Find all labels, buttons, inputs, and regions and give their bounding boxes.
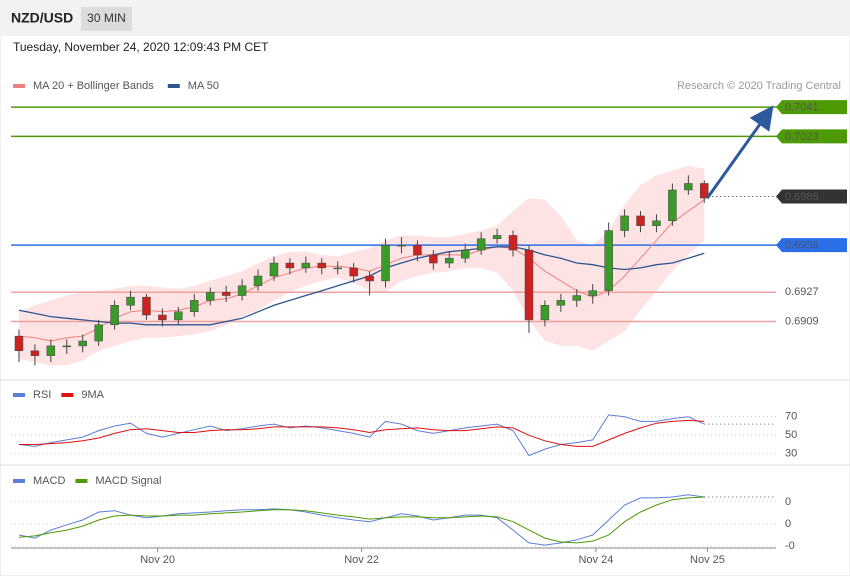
level-label-box	[776, 100, 847, 115]
candle-body	[269, 262, 279, 277]
candle-body	[620, 215, 629, 231]
credit: Research © 2020 Trading Central	[677, 80, 841, 92]
candle-body	[397, 244, 406, 247]
candle-body	[221, 292, 231, 296]
candle-body	[556, 300, 566, 306]
candle-body	[700, 183, 709, 199]
candle-body	[190, 300, 199, 313]
candle-body	[588, 290, 597, 296]
ma-line	[18, 246, 705, 326]
candle-body	[142, 296, 151, 316]
y-tick-label: 50	[785, 429, 797, 441]
y-tick-label: 30	[785, 448, 797, 460]
y-tick-label: 70	[785, 411, 797, 423]
x-tick-label: Nov 20	[140, 554, 175, 566]
level-label-box	[776, 238, 847, 253]
candle-body	[253, 275, 263, 287]
level-label: 0.6986	[785, 191, 819, 203]
legend-label: MACD	[33, 475, 65, 487]
candle-body	[205, 292, 215, 301]
candle-body	[94, 324, 103, 342]
timeframe[interactable]: 30 MIN	[87, 11, 126, 25]
candle-body	[349, 267, 358, 277]
candle-body	[540, 305, 550, 321]
y-tick-label: 0	[785, 518, 791, 530]
candle-body	[237, 285, 247, 296]
legend-label: MA 20 + Bollinger Bands	[33, 80, 154, 92]
candle-body	[62, 345, 72, 348]
candle-body	[285, 262, 295, 269]
legend-label: RSI	[33, 389, 51, 401]
candle-body	[652, 220, 661, 226]
candle-body	[445, 257, 454, 264]
x-tick-label: Nov 25	[690, 554, 725, 566]
legend-label: MA 50	[188, 80, 219, 92]
legend-label: 9MA	[81, 389, 104, 401]
date: Tuesday, November 24, 2020 12:09:43 PM C…	[13, 40, 269, 54]
ma-line	[18, 199, 705, 342]
timeframe-button[interactable]	[81, 7, 132, 31]
candle-body	[30, 350, 40, 356]
candle-body	[524, 249, 534, 321]
candle-body	[508, 235, 518, 251]
series-line	[19, 419, 705, 447]
series-line	[18, 414, 705, 457]
candle-body	[492, 235, 502, 239]
level-label: 0.6956	[785, 240, 819, 252]
candle-body	[604, 230, 613, 291]
candle-body	[78, 340, 87, 347]
series-line	[18, 496, 705, 544]
level-label: 0.7041	[785, 102, 819, 114]
header-bar	[0, 0, 850, 36]
level-label: 0.6927	[785, 286, 819, 298]
candle-body	[476, 238, 486, 251]
x-tick-label: Nov 24	[578, 554, 613, 566]
candle-body	[429, 254, 438, 264]
y-tick-label: 0	[785, 496, 791, 508]
candle-body	[381, 244, 390, 282]
candle-body	[333, 267, 342, 270]
candle-body	[413, 244, 422, 256]
level-label: 0.7023	[785, 131, 819, 143]
x-tick-label: Nov 22	[344, 554, 379, 566]
y-tick-label: -0	[785, 540, 795, 552]
level-label-box	[776, 129, 847, 144]
legend-label: MACD Signal	[95, 475, 161, 487]
candle-body	[572, 295, 582, 301]
level-label-box	[776, 189, 847, 204]
target-arrow	[706, 105, 774, 199]
candle-body	[317, 262, 327, 269]
candle-body	[174, 311, 183, 321]
candle-body	[46, 345, 56, 356]
candle-body	[110, 305, 119, 326]
level-label: 0.6909	[785, 315, 819, 327]
candle-body	[668, 189, 677, 222]
candle-body	[460, 249, 470, 259]
candle-body	[301, 262, 311, 269]
candle-body	[158, 314, 167, 321]
candle-body	[14, 335, 24, 352]
candle-body	[684, 183, 693, 191]
candle-body	[636, 215, 645, 226]
symbol: NZD/USD	[11, 10, 73, 26]
candle-body	[365, 275, 374, 282]
candle-body	[126, 296, 135, 306]
